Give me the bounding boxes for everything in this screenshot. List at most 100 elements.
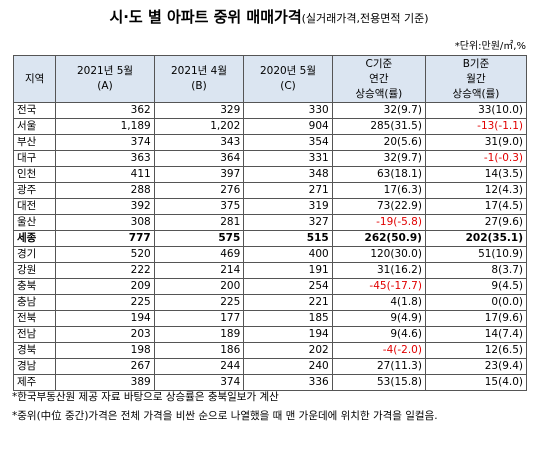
table-row: 경남 267 244 240 27(11.3) 23(9.4)	[12, 358, 528, 375]
table-row: 경북 198 186 202 -4(-2.0) 12(6.5)	[12, 342, 528, 359]
table-row: 전국 362 329 330 32(9.7) 33(10.0)	[12, 102, 528, 119]
value-cell: 194	[243, 326, 333, 343]
value-cell: 186	[153, 342, 245, 359]
value-cell: 32(9.7)	[331, 150, 426, 167]
value-cell: 308	[55, 214, 155, 231]
value-cell: 200	[153, 278, 245, 295]
value-cell: 411	[55, 166, 155, 183]
value-cell: 904	[243, 118, 333, 135]
value-cell: 31(9.0)	[424, 134, 528, 151]
value-cell: 15(4.0)	[424, 374, 528, 391]
value-cell: 354	[243, 134, 333, 151]
value-cell: 330	[243, 102, 333, 119]
value-cell: -19(-5.8)	[331, 214, 426, 231]
value-cell: 12(6.5)	[424, 342, 528, 359]
region-cell: 대전	[12, 198, 57, 215]
value-cell: 575	[153, 230, 245, 247]
value-cell: 202	[243, 342, 333, 359]
value-cell: 343	[153, 134, 245, 151]
value-cell: 177	[153, 310, 245, 327]
value-cell: 17(9.6)	[424, 310, 528, 327]
value-cell: 27(9.6)	[424, 214, 528, 231]
value-cell: 331	[243, 150, 333, 167]
table-row: 충남 225 225 221 4(1.8) 0(0.0)	[12, 294, 528, 311]
value-cell: 375	[153, 198, 245, 215]
region-cell: 강원	[12, 262, 57, 279]
value-cell: 20(5.6)	[331, 134, 426, 151]
table-row: 대구 363 364 331 32(9.7) -1(-0.3)	[12, 150, 528, 167]
value-cell: 9(4.5)	[424, 278, 528, 295]
value-cell: 14(7.4)	[424, 326, 528, 343]
value-cell: 120(30.0)	[331, 246, 426, 263]
value-cell: 329	[153, 102, 245, 119]
table-row: 서울 1,189 1,202 904 285(31.5) -13(-1.1)	[12, 118, 528, 135]
value-cell: 9(4.6)	[331, 326, 426, 343]
table-row: 제주 389 374 336 53(15.8) 15(4.0)	[12, 374, 528, 391]
header-row: 지역 2021년 5월 (A) 2021년 4월 (B) 2020년 5월 (C) C기…	[12, 55, 528, 103]
column-header: 지역	[12, 55, 57, 103]
title-block: 시·도 별 아파트 중위 매매가격(실거래가격,전용면적 기준)	[0, 6, 538, 27]
table-row: 전북 194 177 185 9(4.9) 17(9.6)	[12, 310, 528, 327]
value-cell: -1(-0.3)	[424, 150, 528, 167]
table-row: 강원 222 214 191 31(16.2) 8(3.7)	[12, 262, 528, 279]
value-cell: 240	[243, 358, 333, 375]
table-row: 울산 308 281 327 -19(-5.8) 27(9.6)	[12, 214, 528, 231]
table-row: 충북 209 200 254 -45(-17.7) 9(4.5)	[12, 278, 528, 295]
table-row: 인천 411 397 348 63(18.1) 14(3.5)	[12, 166, 528, 183]
region-cell: 서울	[12, 118, 57, 135]
value-cell: 63(18.1)	[331, 166, 426, 183]
value-cell: 194	[55, 310, 155, 327]
region-cell: 경남	[12, 358, 57, 375]
table-row: 부산 374 343 354 20(5.6) 31(9.0)	[12, 134, 528, 151]
value-cell: 244	[153, 358, 245, 375]
value-cell: 267	[55, 358, 155, 375]
title: 시·도 별 아파트 중위 매매가격	[109, 8, 302, 26]
value-cell: 319	[243, 198, 333, 215]
region-cell: 부산	[12, 134, 57, 151]
region-cell: 전남	[12, 326, 57, 343]
value-cell: 33(10.0)	[424, 102, 528, 119]
value-cell: 281	[153, 214, 245, 231]
column-header: 2021년 5월 (A)	[55, 55, 155, 103]
value-cell: 203	[55, 326, 155, 343]
value-cell: 400	[243, 246, 333, 263]
value-cell: 469	[153, 246, 245, 263]
value-cell: 189	[153, 326, 245, 343]
value-cell: 73(22.9)	[331, 198, 426, 215]
value-cell: 262(50.9)	[331, 230, 426, 247]
value-cell: 17(4.5)	[424, 198, 528, 215]
column-header: 2021년 4월 (B)	[153, 55, 245, 103]
column-header: B기준 월간 상승액(률)	[424, 55, 528, 103]
value-cell: 0(0.0)	[424, 294, 528, 311]
value-cell: 221	[243, 294, 333, 311]
footnote: *한국부동산원 제공 자료 바탕으로 상승률은 충북일보가 계산	[12, 391, 279, 403]
value-cell: 185	[243, 310, 333, 327]
footnote: *중위(中位 중간)가격은 전체 가격을 비싼 순으로 나열했을 때 맨 가운데…	[12, 410, 438, 422]
value-cell: 202(35.1)	[424, 230, 528, 247]
value-cell: 392	[55, 198, 155, 215]
table-row: 광주 288 276 271 17(6.3) 12(4.3)	[12, 182, 528, 199]
value-cell: 364	[153, 150, 245, 167]
value-cell: -13(-1.1)	[424, 118, 528, 135]
table-row: 대전 392 375 319 73(22.9) 17(4.5)	[12, 198, 528, 215]
value-cell: 27(11.3)	[331, 358, 426, 375]
value-cell: 14(3.5)	[424, 166, 528, 183]
value-cell: 374	[153, 374, 245, 391]
region-cell: 세종	[12, 230, 57, 247]
value-cell: 17(6.3)	[331, 182, 426, 199]
region-cell: 전국	[12, 102, 57, 119]
region-cell: 충남	[12, 294, 57, 311]
value-cell: 51(10.9)	[424, 246, 528, 263]
table-row: 전남 203 189 194 9(4.6) 14(7.4)	[12, 326, 528, 343]
value-cell: 348	[243, 166, 333, 183]
value-cell: 12(4.3)	[424, 182, 528, 199]
value-cell: 209	[55, 278, 155, 295]
value-cell: 31(16.2)	[331, 262, 426, 279]
subtitle: (실거래가격,전용면적 기준)	[301, 12, 429, 25]
value-cell: 32(9.7)	[331, 102, 426, 119]
region-cell: 광주	[12, 182, 57, 199]
region-cell: 전북	[12, 310, 57, 327]
value-cell: 222	[55, 262, 155, 279]
region-cell: 인천	[12, 166, 57, 183]
